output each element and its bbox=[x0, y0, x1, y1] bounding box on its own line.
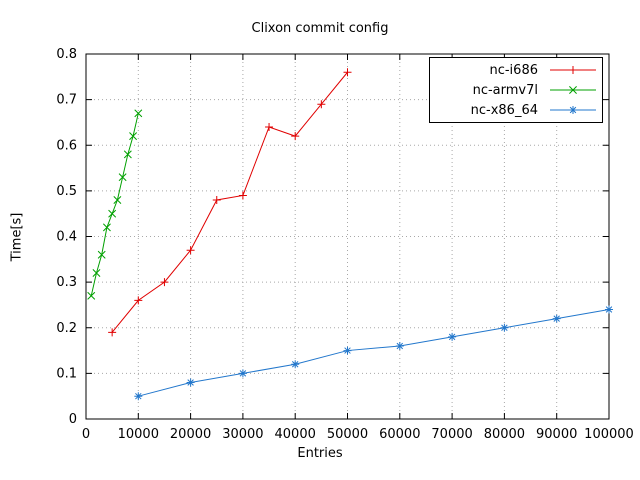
y-tick-label: 0 bbox=[69, 412, 77, 427]
legend-item: nc-armv7l bbox=[436, 80, 598, 100]
y-tick-label: 0.6 bbox=[56, 138, 77, 153]
chart-title: Clixon commit config bbox=[251, 21, 389, 36]
marker-cross bbox=[92, 269, 101, 277]
x-tick-label: 0 bbox=[82, 427, 90, 442]
marker-cross bbox=[108, 209, 117, 218]
y-axis-label: Time[s] bbox=[9, 212, 25, 262]
y-tick-label: 0.7 bbox=[56, 93, 77, 108]
marker-cross bbox=[113, 196, 122, 204]
marker-cross bbox=[569, 86, 577, 94]
marker-asterisk bbox=[552, 314, 561, 323]
series-line bbox=[90, 113, 139, 296]
marker-plus bbox=[212, 196, 221, 204]
y-tick-label: 0.3 bbox=[56, 275, 77, 290]
x-tick-label: 100000 bbox=[584, 427, 634, 442]
marker-cross bbox=[123, 150, 132, 159]
x-tick-label: 10000 bbox=[118, 427, 159, 442]
x-tick-label: 40000 bbox=[275, 427, 316, 442]
marker-cross bbox=[97, 250, 106, 259]
x-axis-label: Entries bbox=[297, 446, 343, 461]
x-tick-label: 70000 bbox=[431, 427, 472, 442]
x-tick-label: 50000 bbox=[327, 427, 368, 442]
marker-asterisk bbox=[291, 360, 300, 369]
series-nc-armv7l bbox=[87, 109, 143, 300]
legend-sample-line bbox=[550, 106, 596, 114]
marker-plus bbox=[238, 191, 247, 200]
marker-plus bbox=[160, 278, 169, 287]
marker-asterisk bbox=[238, 369, 247, 378]
marker-plus bbox=[317, 100, 326, 109]
legend-item: nc-x86_64 bbox=[436, 100, 598, 120]
legend-label: nc-armv7l bbox=[472, 82, 538, 98]
y-tick-label: 0.1 bbox=[56, 366, 77, 381]
marker-cross bbox=[134, 109, 143, 118]
marker-plus bbox=[569, 66, 577, 74]
x-tick-label: 80000 bbox=[484, 427, 525, 442]
marker-plus bbox=[343, 68, 352, 77]
x-tick-label: 20000 bbox=[170, 427, 211, 442]
marker-asterisk bbox=[343, 346, 352, 355]
y-tick-label: 0.5 bbox=[56, 184, 77, 199]
legend-sample-line bbox=[550, 66, 596, 74]
series-line bbox=[138, 309, 610, 397]
y-tick-label: 0.8 bbox=[56, 47, 77, 62]
y-tick-label: 0.2 bbox=[56, 321, 77, 336]
series-nc-x86_64 bbox=[134, 305, 613, 401]
marker-plus bbox=[265, 123, 274, 131]
marker-plus bbox=[291, 132, 300, 141]
marker-cross bbox=[87, 291, 96, 300]
marker-cross bbox=[102, 223, 111, 232]
marker-asterisk bbox=[605, 305, 613, 314]
x-tick-label: 60000 bbox=[379, 427, 420, 442]
series-nc-i686 bbox=[108, 68, 352, 337]
legend-label: nc-x86_64 bbox=[470, 102, 538, 118]
marker-cross bbox=[129, 132, 138, 141]
marker-plus bbox=[186, 246, 195, 255]
marker-asterisk bbox=[134, 392, 143, 401]
marker-plus bbox=[108, 328, 117, 337]
marker-plus bbox=[134, 296, 143, 305]
legend-item: nc-i686 bbox=[436, 60, 598, 80]
x-tick-label: 30000 bbox=[222, 427, 263, 442]
legend-sample-line bbox=[550, 86, 596, 94]
series-line bbox=[111, 71, 348, 333]
y-tick-label: 0.4 bbox=[56, 230, 77, 245]
marker-cross bbox=[118, 173, 127, 182]
marker-asterisk bbox=[448, 332, 457, 341]
legend-label: nc-i686 bbox=[489, 62, 538, 78]
marker-asterisk bbox=[395, 342, 404, 350]
legend: nc-i686 nc-armv7l nc-x86_64 bbox=[429, 57, 603, 123]
marker-asterisk bbox=[500, 323, 509, 332]
marker-asterisk bbox=[186, 378, 195, 387]
marker-asterisk bbox=[569, 106, 577, 114]
x-tick-label: 90000 bbox=[536, 427, 577, 442]
